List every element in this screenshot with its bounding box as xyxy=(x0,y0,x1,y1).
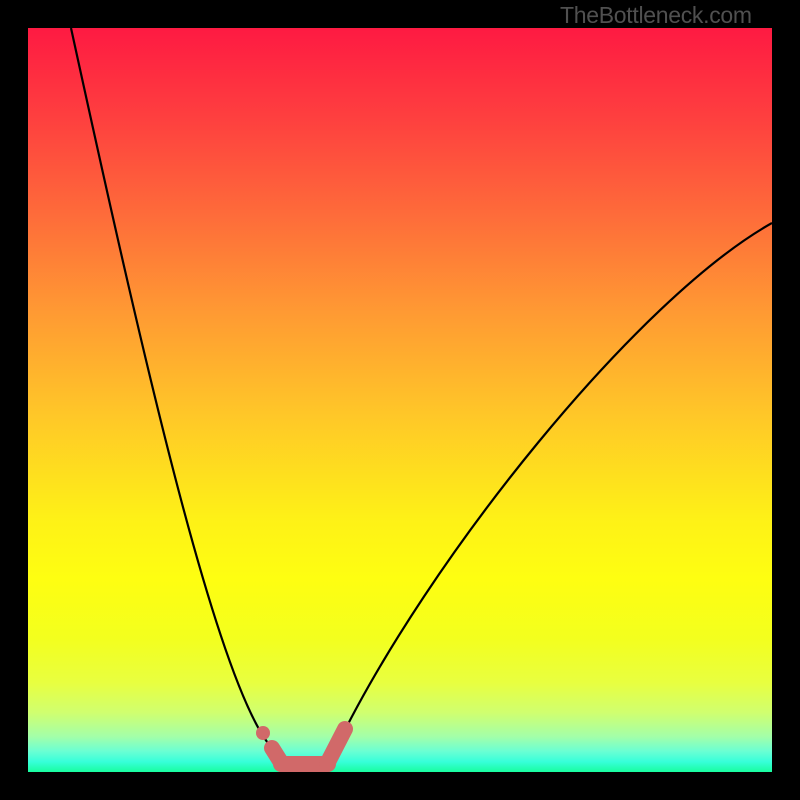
chart-svg xyxy=(0,0,800,800)
gradient-background xyxy=(28,28,772,772)
watermark-text: TheBottleneck.com xyxy=(560,2,752,29)
